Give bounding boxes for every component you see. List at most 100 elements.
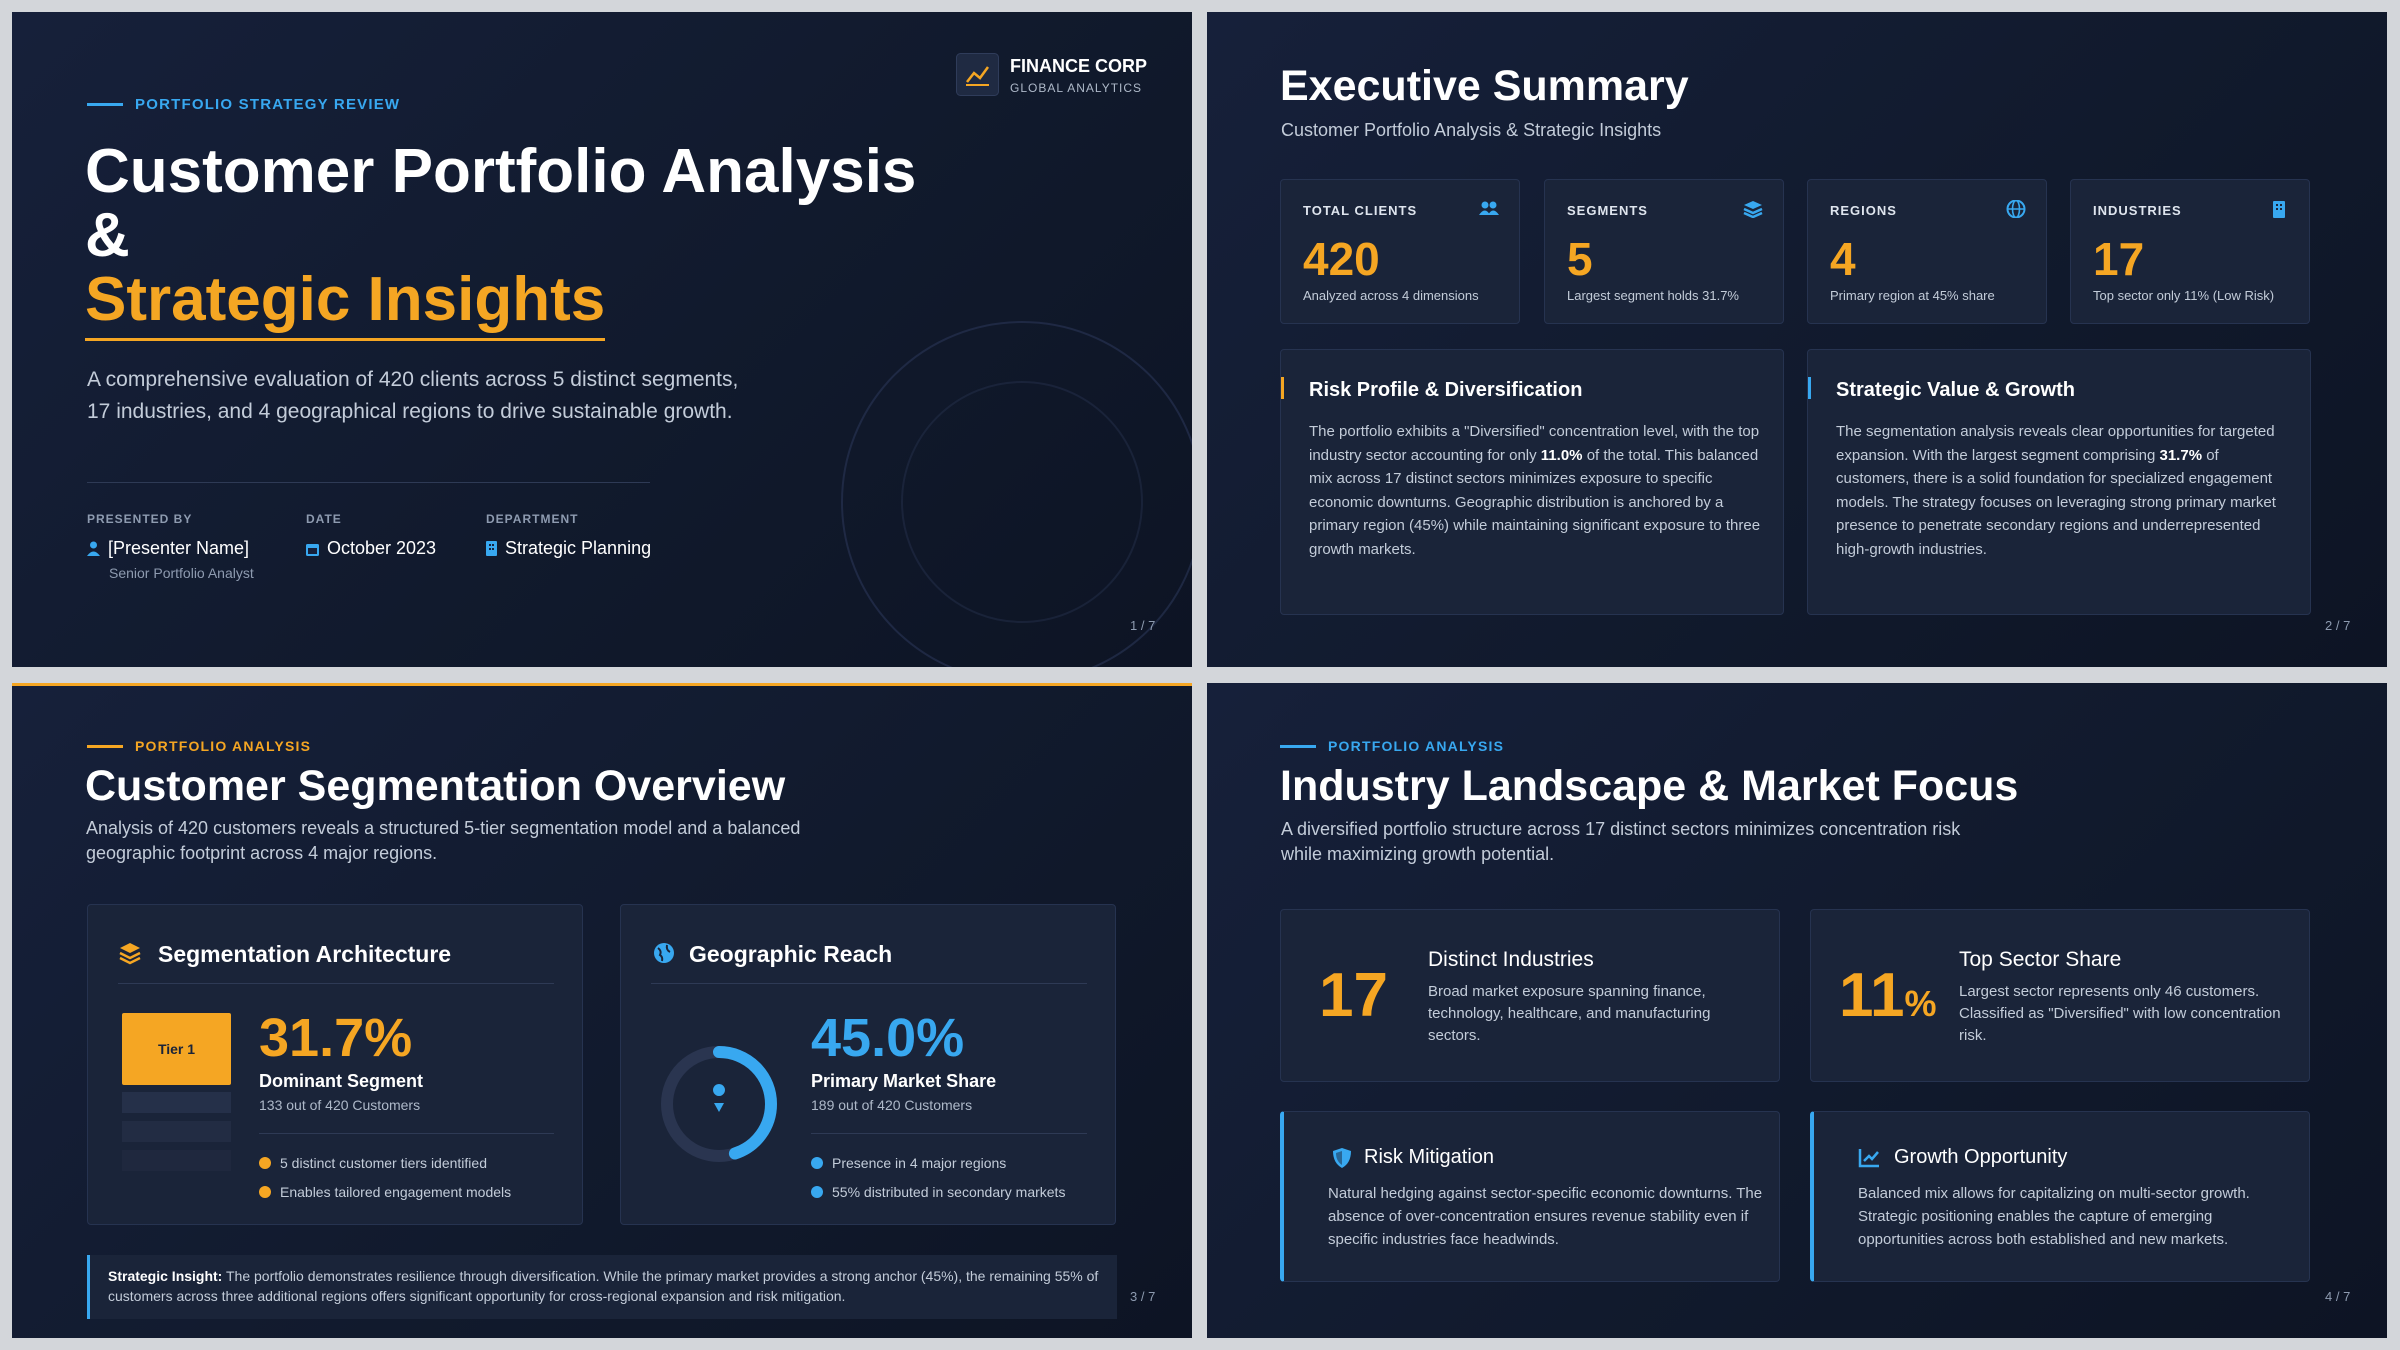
- body-highlight: 31.7%: [2159, 446, 2203, 464]
- body-highlight: 11.0%: [1540, 446, 1583, 464]
- page-number: 3 / 7: [1130, 1289, 1156, 1304]
- bullet-text: 5 distinct customer tiers identified: [280, 1155, 487, 1171]
- description: A diversified portfolio structure across…: [1281, 819, 1961, 864]
- slide-subtitle: Customer Portfolio Analysis & Strategic …: [1281, 120, 1662, 140]
- note-body: Natural hedging against sector-specific …: [1328, 1185, 1763, 1248]
- metric-note: 133 out of 420 Customers: [259, 1097, 421, 1113]
- kicker: PORTFOLIO ANALYSIS: [1280, 738, 1504, 754]
- kicker: PORTFOLIO STRATEGY REVIEW: [87, 96, 400, 113]
- meta-value: [Presenter Name]: [87, 538, 254, 559]
- meta-label: DEPARTMENT: [486, 512, 579, 526]
- metric-label: Primary Market Share: [811, 1071, 997, 1091]
- accent-bar: [1281, 377, 1284, 399]
- description: Analysis of 420 customers reveals a stru…: [86, 818, 801, 863]
- donut-arc: [661, 1046, 777, 1162]
- number: 11: [1839, 961, 1905, 1030]
- meta-label: PRESENTED BY: [87, 512, 193, 526]
- bullet-list: 5 distinct customer tiers identified Ena…: [259, 1149, 511, 1207]
- decor-ring: [841, 321, 1192, 667]
- tier-block: Tier 1: [122, 1013, 231, 1085]
- meta-value-text: October 2023: [327, 538, 437, 558]
- bullet: Enables tailored engagement models: [259, 1178, 511, 1207]
- brand-tagline: GLOBAL ANALYTICS: [1010, 81, 1143, 95]
- highlight-title: Distinct Industries: [1428, 948, 1594, 971]
- page-number: 1 / 7: [1130, 618, 1156, 633]
- pin-icon: [713, 1084, 726, 1112]
- stat-value: 17: [2093, 233, 2145, 285]
- bullet-text: Presence in 4 major regions: [832, 1155, 1007, 1171]
- bullet-text: Enables tailored engagement models: [280, 1184, 512, 1200]
- bullet: 55% distributed in secondary markets: [811, 1178, 1065, 1207]
- body-text: of the total. This balanced mix across 1…: [1309, 446, 1761, 558]
- text-card: Strategic Value & Growth The segmentatio…: [1807, 349, 2311, 615]
- metric-note: 189 out of 420 Customers: [811, 1097, 973, 1113]
- note-title: Risk Mitigation: [1364, 1146, 1495, 1168]
- card-body: The segmentation analysis reveals clear …: [1836, 420, 2288, 561]
- stat-icon: [1743, 201, 1763, 218]
- stat-icon: [1479, 201, 1499, 215]
- meta-value: October 2023: [306, 538, 436, 559]
- layers-icon: [119, 943, 141, 965]
- page-number: 2 / 7: [2325, 618, 2351, 633]
- card-title: Strategic Value & Growth: [1836, 379, 2075, 401]
- insight-text: The portfolio demonstrates resilience th…: [108, 1268, 1099, 1304]
- tier-block-faded: [122, 1092, 231, 1113]
- meta-value-text: Strategic Planning: [505, 538, 652, 558]
- divider: [811, 1133, 1087, 1134]
- divider: [259, 1133, 554, 1134]
- meta-value: Strategic Planning: [486, 538, 651, 559]
- slide-title: Executive Summary: [1280, 62, 1689, 110]
- geo-card: Geographic Reach 45.0% Primary Market Sh…: [620, 904, 1116, 1225]
- stat-card: SEGMENTS 5 Largest segment holds 31.7%: [1544, 179, 1784, 324]
- stat-note: Primary region at 45% share: [1830, 288, 1995, 303]
- stat-note: Analyzed across 4 dimensions: [1303, 288, 1479, 303]
- segmentation-slide: PORTFOLIO ANALYSIS Customer Segmentation…: [12, 683, 1192, 1338]
- bullet: 5 distinct customer tiers identified: [259, 1149, 511, 1178]
- brand-logo: [956, 53, 999, 96]
- kicker-text: PORTFOLIO ANALYSIS: [1328, 738, 1505, 754]
- meta-value-text: [Presenter Name]: [108, 538, 250, 558]
- building-icon: [486, 541, 497, 556]
- tier-block-faded: [122, 1121, 231, 1142]
- highlight-body: Broad market exposure spanning finance, …: [1428, 983, 1711, 1044]
- metric: 45.0%: [811, 1008, 965, 1068]
- text-card: Risk Profile & Diversification The portf…: [1280, 349, 1784, 615]
- bullet-list: Presence in 4 major regions 55% distribu…: [811, 1149, 1065, 1207]
- insight-box: Strategic Insight: The portfolio demonst…: [87, 1255, 1117, 1319]
- donut-chart: [661, 1046, 777, 1162]
- meta-item: PRESENTED BY [Presenter Name] Senior Por…: [87, 512, 254, 581]
- card-title: Segmentation Architecture: [158, 941, 452, 967]
- meta-item: DEPARTMENT Strategic Planning: [486, 512, 651, 559]
- divider: [118, 983, 554, 984]
- chart-icon: [1858, 1149, 1879, 1168]
- meta-item: DATE October 2023: [306, 512, 436, 559]
- metric: 31.7%: [259, 1008, 413, 1068]
- slide-title: Customer Segmentation Overview: [85, 762, 786, 810]
- body-text: The portfolio exhibits a "Diversified" c…: [1309, 423, 1760, 464]
- person-icon: [87, 541, 100, 556]
- kicker-text: PORTFOLIO ANALYSIS: [135, 738, 312, 754]
- stat-label: REGIONS: [1830, 203, 1897, 218]
- stat-label: INDUSTRIES: [2093, 203, 2182, 218]
- stat-value: 5: [1567, 233, 1593, 285]
- stat-icon: [2273, 201, 2285, 218]
- title: Customer Portfolio Analysis & Strategic …: [85, 140, 916, 341]
- stat-card: REGIONS 4 Primary region at 45% share: [1807, 179, 2047, 324]
- card-title: Geographic Reach: [689, 941, 893, 967]
- bullet-text: 55% distributed in secondary markets: [832, 1184, 1066, 1200]
- meta-note: Senior Portfolio Analyst: [109, 565, 254, 581]
- kicker: PORTFOLIO ANALYSIS: [87, 738, 311, 754]
- insight-label: Strategic Insight:: [108, 1268, 223, 1284]
- note-body: Balanced mix allows for capitalizing on …: [1858, 1185, 2250, 1248]
- page-number: 4 / 7: [2325, 1289, 2351, 1304]
- brand-name: FINANCE CORP: [1010, 56, 1148, 76]
- body-text: The segmentation analysis reveals clear …: [1836, 423, 2275, 464]
- bullet: Presence in 4 major regions: [811, 1149, 1065, 1178]
- description: A comprehensive evaluation of 420 client…: [87, 368, 739, 423]
- metric-label: Dominant Segment: [259, 1071, 424, 1091]
- stat-icon: [2006, 200, 2026, 218]
- highlight-body: Largest sector represents only 46 custom…: [1959, 983, 2281, 1044]
- meta-label: DATE: [306, 512, 342, 526]
- title-slide: PORTFOLIO STRATEGY REVIEW FINANCE CORP G…: [12, 12, 1192, 667]
